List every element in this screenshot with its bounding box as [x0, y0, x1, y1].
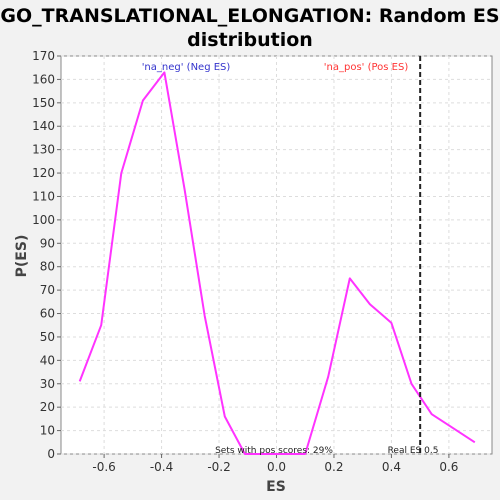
series-layer: [78, 71, 476, 455]
y-axis: 0 10 20 30 40 50 60 70 80 90 100 110 120 130 140 150 160…: [32, 49, 61, 461]
x-axis-label: ES: [266, 479, 286, 495]
y-tick-label: 20: [40, 400, 55, 414]
y-tick-label: 160: [32, 72, 55, 86]
x-tick-label: 0.2: [324, 460, 343, 474]
x-tick-label: 0.6: [439, 460, 458, 474]
y-tick-label: 150: [32, 96, 55, 110]
pos-scores-annotation: Sets with pos scores: 29%: [215, 446, 333, 456]
chart-title-line-1: GO_TRANSLATIONAL_ELONGATION: Random ES: [0, 5, 499, 27]
chart-title-line-2: distribution: [187, 29, 313, 51]
x-axis: -0.6 -0.4 -0.2 0.0 0.2 0.4 0.6: [92, 454, 458, 474]
real-es-annotation: Real ES 0.5: [388, 446, 439, 456]
x-tick-label: -0.4: [150, 460, 173, 474]
y-tick-label: 120: [32, 166, 55, 180]
y-tick-label: 50: [40, 330, 55, 344]
y-tick-label: 140: [32, 119, 55, 133]
x-tick-label: 0.4: [382, 460, 401, 474]
series-line: [78, 71, 476, 455]
y-tick-label: 60: [40, 307, 55, 321]
x-tick-label: -0.2: [207, 460, 230, 474]
y-tick-label: 30: [40, 377, 55, 391]
y-tick-label: 110: [32, 189, 55, 203]
y-tick-label: 40: [40, 353, 55, 367]
y-tick-label: 90: [40, 236, 55, 250]
y-tick-label: 130: [32, 143, 55, 157]
x-tick-label: -0.6: [92, 460, 115, 474]
y-tick-label: 170: [32, 49, 55, 63]
x-tick-label: 0.0: [267, 460, 286, 474]
neg-es-label: 'na_neg' (Neg ES): [142, 62, 231, 73]
y-tick-label: 10: [40, 424, 55, 438]
y-tick-label: 70: [40, 283, 55, 297]
y-tick-label: 80: [40, 260, 55, 274]
grid-lines: [61, 55, 492, 455]
pos-es-label: 'na_pos' (Pos ES): [324, 62, 409, 73]
annotations-layer: 'na_neg' (Neg ES) 'na_pos' (Pos ES) Sets w…: [142, 56, 439, 456]
y-tick-label: 0: [47, 447, 55, 461]
y-tick-label: 100: [32, 213, 55, 227]
y-axis-label: P(ES): [14, 235, 30, 278]
